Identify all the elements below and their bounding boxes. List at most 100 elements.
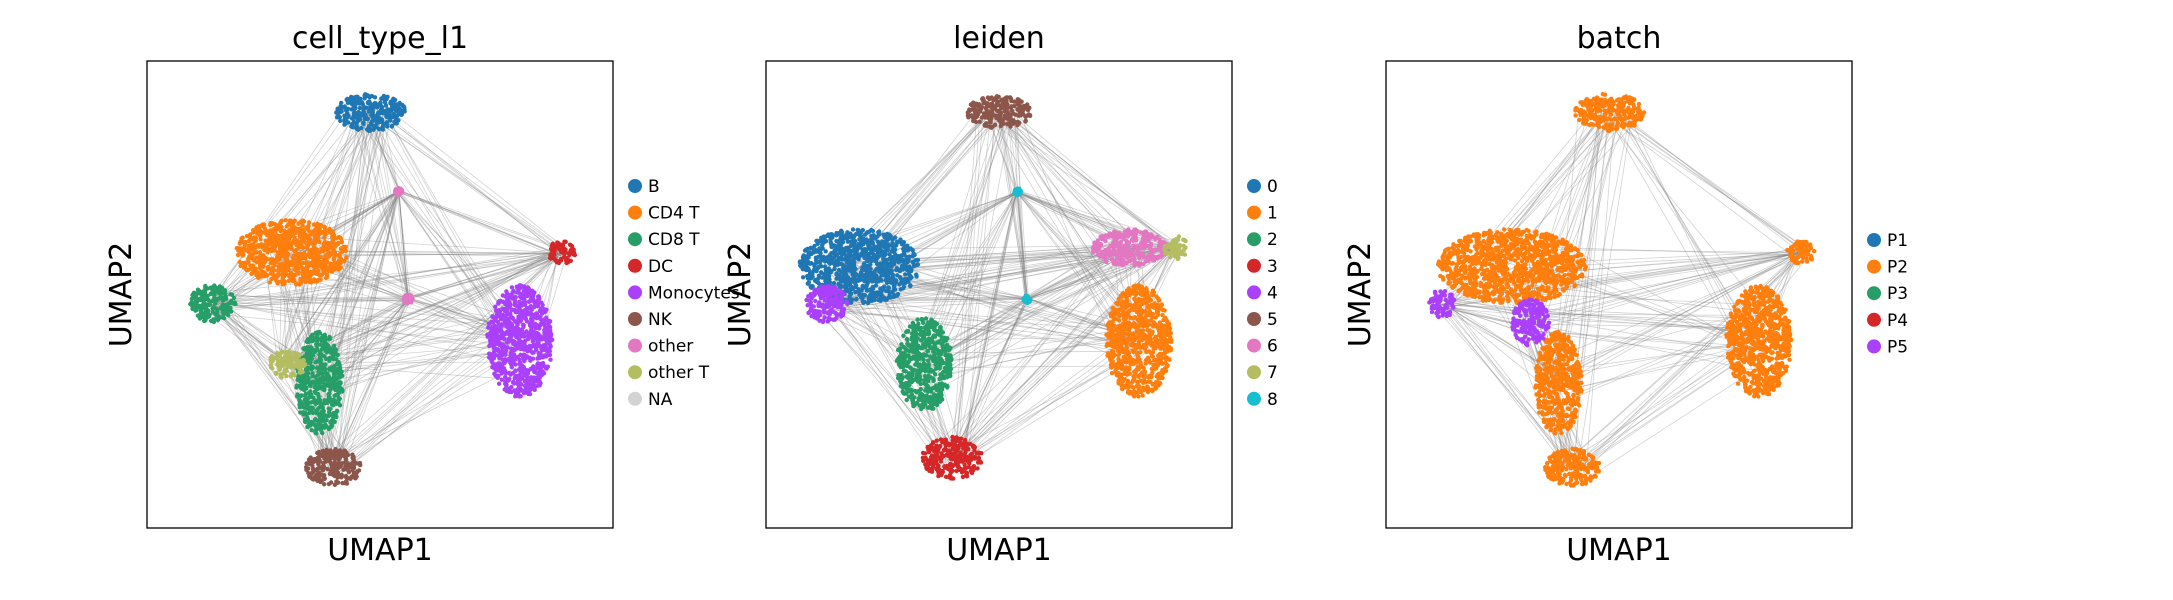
scatter-point bbox=[534, 347, 539, 352]
scatter-point bbox=[556, 260, 561, 266]
scatter-point bbox=[331, 343, 337, 348]
scatter-point bbox=[905, 245, 910, 250]
graph-edge bbox=[874, 275, 1146, 339]
scatter-point bbox=[529, 313, 534, 318]
scatter-point bbox=[504, 289, 509, 294]
scatter-point bbox=[330, 268, 335, 273]
scatter-point bbox=[309, 356, 314, 361]
graph-edge bbox=[820, 314, 947, 448]
graph-edge bbox=[367, 101, 516, 345]
graph-edge bbox=[946, 247, 1178, 453]
graph-edge bbox=[959, 246, 1176, 459]
graph-edge bbox=[329, 297, 409, 405]
legend-label: other T bbox=[648, 363, 710, 383]
scatter-point bbox=[516, 393, 521, 398]
scatter-point bbox=[1168, 330, 1174, 336]
scatter-point bbox=[298, 410, 303, 415]
scatter-point bbox=[490, 327, 496, 333]
graph-edge bbox=[217, 301, 337, 463]
graph-edge bbox=[386, 107, 564, 247]
scatter-point bbox=[847, 294, 852, 299]
scatter-point bbox=[310, 332, 315, 337]
scatter-point bbox=[270, 272, 276, 277]
graph-edge bbox=[824, 298, 1026, 307]
scatter-point bbox=[303, 279, 308, 284]
scatter-point bbox=[352, 475, 357, 480]
scatter-point bbox=[845, 248, 850, 253]
scatter-point bbox=[354, 100, 359, 106]
scatter-point bbox=[556, 243, 561, 248]
graph-edge bbox=[329, 300, 408, 370]
scatter-point bbox=[535, 383, 541, 388]
scatter-point bbox=[854, 231, 859, 237]
graph-edge bbox=[324, 299, 409, 470]
scatter-point bbox=[876, 229, 882, 234]
scatter-point bbox=[302, 255, 308, 261]
graph-edge bbox=[206, 301, 517, 340]
scatter-point bbox=[809, 284, 814, 289]
scatter-point bbox=[294, 253, 299, 258]
scatter-point bbox=[521, 390, 527, 396]
graph-edge bbox=[325, 336, 511, 473]
scatter-point bbox=[308, 406, 313, 411]
scatter-point bbox=[343, 455, 348, 460]
scatter-point bbox=[321, 416, 326, 422]
graph-edge bbox=[285, 240, 512, 337]
scatter-point bbox=[890, 243, 896, 248]
scatter-point bbox=[327, 358, 332, 363]
scatter-point bbox=[864, 263, 870, 269]
scatter-point bbox=[870, 228, 876, 234]
scatter-point bbox=[517, 313, 523, 318]
scatter-point bbox=[899, 263, 905, 269]
graph-edge bbox=[1017, 193, 1144, 321]
scatter-point bbox=[332, 374, 337, 379]
graph-edge bbox=[407, 247, 565, 299]
scatter-point bbox=[274, 234, 279, 240]
scatter-point bbox=[522, 284, 527, 289]
graph-edge bbox=[359, 118, 513, 321]
graph-edge bbox=[406, 256, 568, 299]
scatter-point bbox=[317, 239, 322, 245]
graph-edge bbox=[961, 254, 1148, 450]
scatter-point bbox=[1138, 350, 1143, 355]
scatter-point bbox=[334, 479, 339, 484]
scatter-point bbox=[908, 267, 913, 272]
scatter-point bbox=[276, 279, 281, 285]
scatter-point bbox=[519, 333, 524, 339]
scatter-point bbox=[300, 223, 305, 228]
graph-edge bbox=[212, 303, 333, 466]
scatter-point bbox=[237, 248, 243, 253]
graph-edge bbox=[220, 313, 524, 348]
scatter-point bbox=[517, 381, 522, 387]
scatter-point bbox=[321, 410, 326, 415]
graph-edge bbox=[1017, 192, 1027, 301]
scatter-point bbox=[302, 393, 308, 398]
scatter-point bbox=[306, 220, 312, 225]
scatter-point bbox=[904, 264, 909, 269]
scatter-point bbox=[283, 250, 288, 256]
scatter-point bbox=[326, 406, 331, 411]
scatter-point bbox=[1118, 307, 1124, 313]
scatter-point bbox=[297, 405, 302, 410]
graph-edge bbox=[955, 118, 980, 458]
scatter-point bbox=[313, 248, 318, 253]
scatter-point bbox=[379, 109, 385, 114]
graph-edge bbox=[1028, 239, 1134, 300]
scatter-point bbox=[322, 456, 327, 461]
graph-edge bbox=[876, 247, 1133, 273]
graph-edge bbox=[1013, 109, 1030, 300]
scatter-point bbox=[301, 268, 307, 273]
graph-edge bbox=[965, 248, 1178, 451]
scatter-point bbox=[320, 467, 325, 472]
graph-edge bbox=[943, 242, 1178, 465]
scatter-point bbox=[268, 365, 274, 370]
scatter-point bbox=[331, 257, 337, 262]
scatter-point bbox=[239, 236, 244, 241]
y-axis-label: UMAP2 bbox=[104, 242, 139, 348]
graph-edge bbox=[942, 246, 1130, 458]
graph-edge bbox=[399, 190, 562, 256]
scatter-point bbox=[245, 267, 250, 272]
graph-edge bbox=[823, 307, 1154, 347]
scatter-point bbox=[275, 268, 281, 273]
scatter-point bbox=[328, 420, 333, 425]
